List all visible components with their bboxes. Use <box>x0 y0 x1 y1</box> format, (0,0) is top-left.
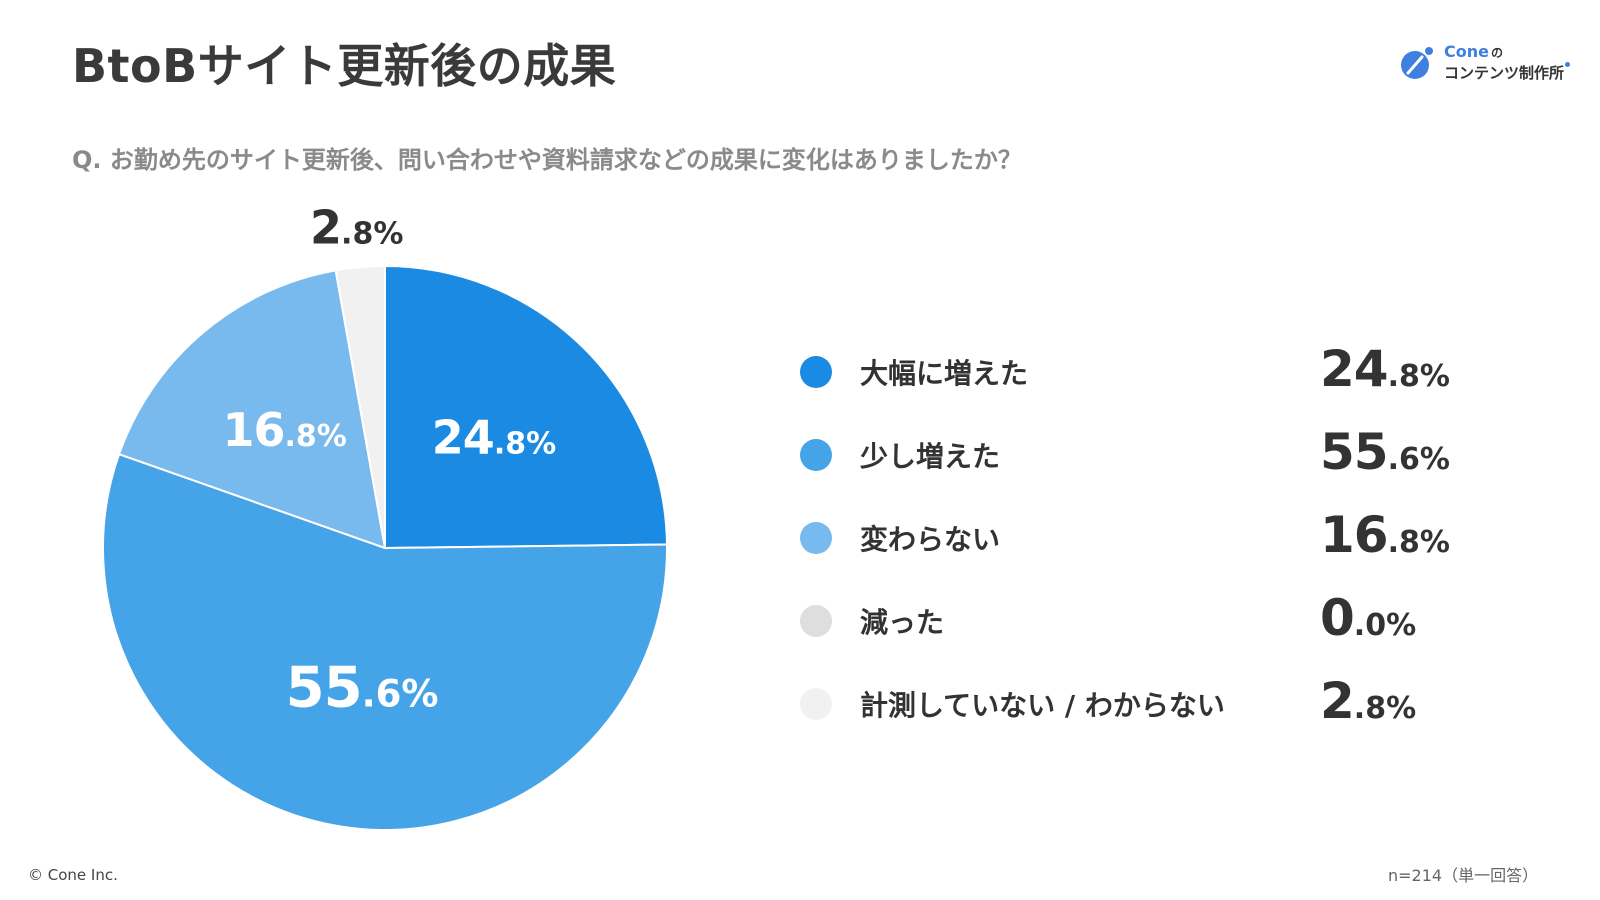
pie-label-3: 16.8% <box>222 403 346 457</box>
legend-swatch-4 <box>800 605 832 637</box>
pie-slice-3 <box>117 269 387 550</box>
legend-swatch-5 <box>800 688 832 720</box>
cone-logo-icon <box>1401 47 1433 79</box>
legend-item-3: 変わらない 16.8% <box>800 506 1460 599</box>
sample-size-note: n=214（単一回答） <box>1388 866 1539 885</box>
legend-value-5: 2.8% <box>1320 672 1417 730</box>
page-title: BtoBサイト更新後の成果 <box>72 39 617 93</box>
legend-item-5: 計測していない / わからない 2.8% <box>800 672 1460 765</box>
legend-swatch-1 <box>800 356 832 388</box>
legend-label-2: 少し増えた <box>860 440 1001 473</box>
legend-label-3: 変わらない <box>860 523 1001 556</box>
logo-subtitle: コンテンツ制作所 <box>1444 62 1571 83</box>
logo-name-suffix: の <box>1490 46 1503 60</box>
logo-dot-icon <box>1565 62 1571 67</box>
legend-value-4: 0.0% <box>1320 589 1417 647</box>
legend-item-2: 少し増えた 55.6% <box>800 423 1460 516</box>
pie-slice-1 <box>384 264 668 550</box>
legend-value-3: 16.8% <box>1320 506 1450 564</box>
legend-swatch-3 <box>800 522 832 554</box>
copyright: © Cone Inc. <box>28 866 118 884</box>
legend-item-4: 減った 0.0% <box>800 589 1460 682</box>
pie-label-2: 55.6% <box>286 656 439 721</box>
chart-legend: 大幅に増えた 24.8% 少し増えた 55.6% 変わらない 16.8% 減った 0.0% 計測… <box>800 340 1460 765</box>
legend-label-1: 大幅に増えた <box>860 357 1029 390</box>
logo-name: Cone の <box>1444 42 1503 61</box>
logo: Cone の コンテンツ制作所 <box>1400 42 1580 88</box>
logo-name-text: Cone <box>1444 42 1489 61</box>
pie-label-1: 24.8% <box>432 411 556 465</box>
pie-slice-5 <box>334 264 386 549</box>
pie-label-5: 2.8% <box>310 200 403 254</box>
legend-value-1: 24.8% <box>1320 340 1450 398</box>
legend-label-4: 減った <box>860 606 945 639</box>
survey-question: Q. お勤め先のサイト更新後、問い合わせや資料請求などの成果に変化はありましたか… <box>72 146 1022 174</box>
legend-value-2: 55.6% <box>1320 423 1450 481</box>
legend-label-5: 計測していない / わからない <box>860 689 1225 722</box>
legend-swatch-2 <box>800 439 832 471</box>
legend-item-1: 大幅に増えた 24.8% <box>800 340 1460 433</box>
pie-slice-2 <box>102 452 668 831</box>
logo-subtitle-text: コンテンツ制作所 <box>1444 64 1565 82</box>
